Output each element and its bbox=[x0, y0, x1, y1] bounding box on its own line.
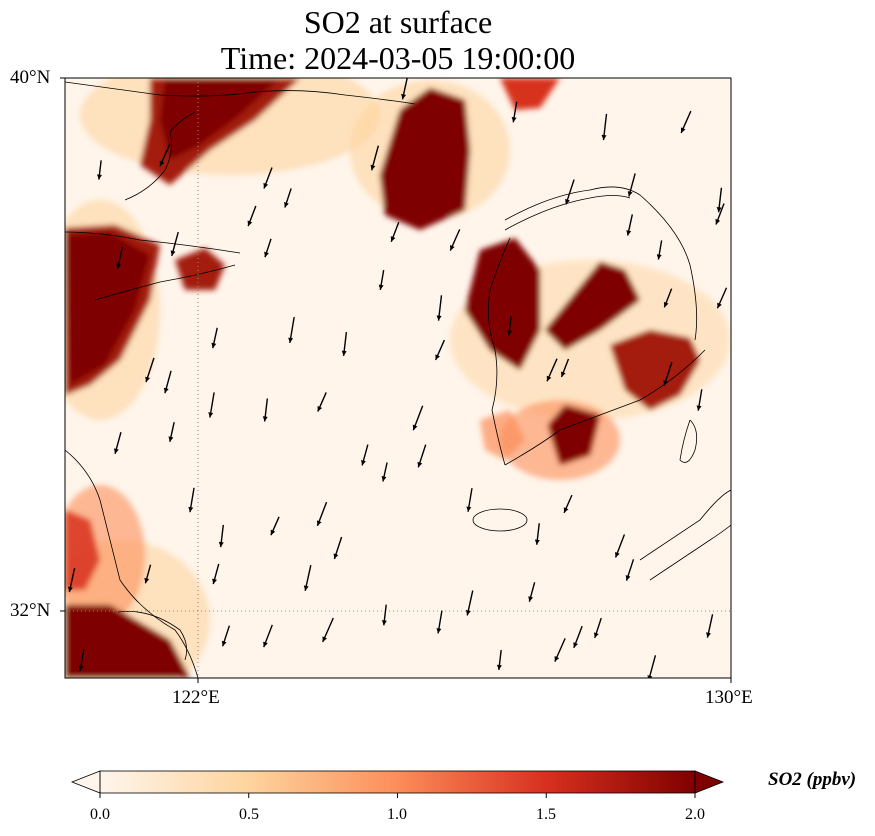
map-title: SO2 at surface bbox=[303, 4, 493, 40]
colorbar bbox=[70, 770, 725, 798]
wind-arrow-head bbox=[506, 330, 512, 336]
colorbar-extend-max bbox=[694, 770, 725, 794]
wind-arrow-head bbox=[627, 191, 633, 197]
wind-arrow-head bbox=[573, 642, 578, 648]
wind-arrow-head bbox=[696, 405, 702, 411]
colorbar-tick-label: 1.5 bbox=[536, 806, 556, 823]
wind-arrow-head bbox=[361, 459, 366, 466]
wind-arrow-head bbox=[663, 301, 669, 308]
wind-arrow-head bbox=[211, 342, 217, 349]
wind-arrow-head bbox=[615, 551, 620, 558]
wind-arrow-head bbox=[370, 164, 376, 171]
colorbar-tick-label: 1.0 bbox=[387, 806, 407, 823]
wind-arrow-head bbox=[263, 182, 269, 189]
map-field bbox=[65, 78, 731, 678]
wind-arrow-head bbox=[262, 416, 268, 422]
wind-arrow-head bbox=[208, 412, 214, 418]
wind-arrow-head bbox=[663, 380, 669, 386]
wind-arrow-head bbox=[170, 250, 176, 256]
map-subtitle-time: Time: 2024-03-05 19:00:00 bbox=[220, 40, 576, 76]
wind-arrow-head bbox=[401, 93, 407, 100]
wind-arrow-head bbox=[647, 675, 653, 678]
colorbar-title: SO2 (ppbv) bbox=[768, 769, 857, 790]
so2-concentration-field bbox=[65, 78, 730, 678]
colorbar-extend-min bbox=[70, 770, 101, 794]
wind-arrow-head bbox=[218, 541, 224, 548]
wind-arrow-head bbox=[145, 376, 150, 383]
colorbar-tick-label: 0.0 bbox=[90, 806, 110, 823]
wind-arrow-head bbox=[466, 506, 472, 512]
wind-arrow-head bbox=[67, 586, 73, 593]
wind-arrow-head bbox=[554, 656, 560, 662]
wind-arrow-head bbox=[528, 596, 534, 602]
wind-arrow-head bbox=[316, 520, 322, 526]
wind-arrow-head bbox=[717, 302, 722, 309]
wind-arrow-head bbox=[716, 207, 722, 213]
wind-arrow-head bbox=[168, 436, 174, 442]
wind-arrow-head bbox=[144, 577, 150, 584]
map-frame bbox=[64, 77, 732, 679]
wind-arrow-head bbox=[680, 127, 686, 133]
wind-arrow-head bbox=[163, 387, 169, 394]
lat-label-40n: 40°N bbox=[10, 67, 51, 88]
wind-arrow-head bbox=[113, 448, 119, 454]
wind-arrow-head bbox=[159, 160, 165, 167]
wind-arrow-head bbox=[715, 218, 721, 225]
colorbar-tick-label: 2.0 bbox=[685, 806, 705, 823]
wind-arrow-head bbox=[563, 507, 569, 513]
wind-arrow-head bbox=[341, 350, 347, 356]
wind-arrow-head bbox=[263, 641, 268, 648]
wind-arrow-head bbox=[390, 236, 396, 242]
wind-arrow-head bbox=[212, 578, 217, 585]
wind-arrow-head bbox=[706, 632, 711, 638]
wind-vectors bbox=[67, 78, 728, 678]
wind-arrow-head bbox=[417, 461, 423, 468]
wind-arrow-head bbox=[435, 354, 440, 360]
wind-arrow-head bbox=[436, 315, 442, 321]
wind-arrow-head bbox=[221, 640, 227, 647]
wind-arrow-head bbox=[317, 405, 323, 412]
wind-arrow-head bbox=[546, 375, 552, 382]
wind-arrow-head bbox=[288, 337, 294, 343]
wind-arrow-head bbox=[601, 134, 607, 141]
wind-arrow-head bbox=[322, 636, 328, 642]
wind-arrow-head bbox=[284, 202, 289, 208]
lat-label-32n: 32°N bbox=[10, 600, 51, 621]
wind-arrow-head bbox=[560, 371, 566, 378]
wind-arrow-head bbox=[656, 254, 662, 260]
wind-arrow-head bbox=[78, 665, 84, 672]
wind-arrow-head bbox=[625, 575, 631, 581]
lon-label-122e: 122°E bbox=[172, 687, 220, 708]
colorbar-gradient bbox=[100, 771, 695, 793]
wind-arrow-head bbox=[412, 424, 418, 431]
wind-arrow-head bbox=[626, 230, 632, 236]
wind-arrow-head bbox=[381, 476, 387, 482]
wind-arrow-head bbox=[188, 506, 194, 513]
wind-arrow-head bbox=[270, 529, 276, 536]
jeju-island bbox=[472, 508, 528, 532]
wind-arrow-head bbox=[116, 263, 122, 269]
wind-arrow-head bbox=[465, 610, 471, 616]
wind-arrow-head bbox=[511, 116, 517, 123]
wind-arrow-head bbox=[496, 664, 502, 671]
lon-label-130e: 130°E bbox=[705, 687, 753, 708]
wind-arrow-head bbox=[565, 198, 570, 205]
wind-arrow-head bbox=[333, 553, 339, 560]
wind-arrow-head bbox=[378, 284, 384, 290]
wind-arrow-head bbox=[96, 174, 102, 180]
wind-arrow-head bbox=[247, 220, 253, 227]
colorbar-tick-label: 0.5 bbox=[239, 806, 259, 823]
wind-arrow-head bbox=[264, 251, 269, 258]
coastlines bbox=[65, 81, 731, 678]
wind-arrow-head bbox=[593, 632, 599, 638]
wind-arrow-head bbox=[450, 245, 455, 251]
wind-arrow-head bbox=[534, 539, 540, 545]
wind-arrow-head bbox=[381, 620, 387, 626]
wind-arrow-head bbox=[303, 585, 309, 591]
wind-arrow-head bbox=[436, 628, 442, 634]
